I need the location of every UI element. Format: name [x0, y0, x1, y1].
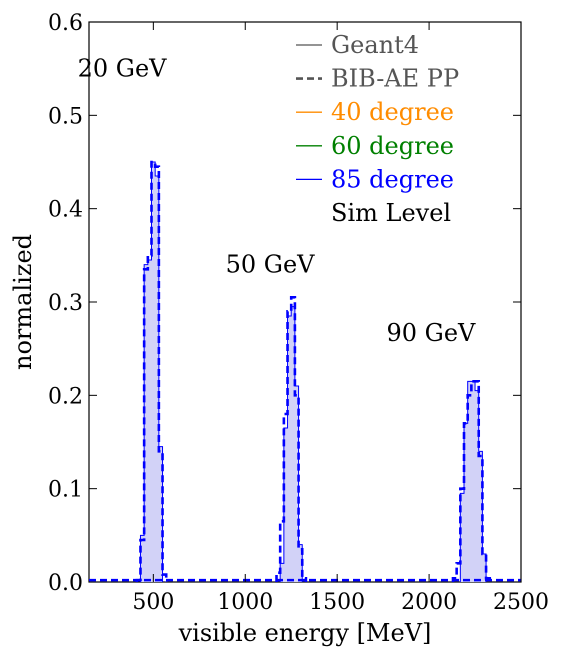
x-tick-labels: 500 1000 1500 2000 2500 [132, 590, 549, 615]
series-line-bib-ae-pp [135, 160, 492, 582]
y-tick-label: 0.3 [48, 291, 83, 316]
legend-item: 40 degree [296, 98, 454, 126]
legend-item: 85 degree [296, 165, 454, 193]
axis-ticks [89, 21, 522, 583]
energy-label: 90 GeV [386, 319, 476, 347]
x-tick-label: 1500 [309, 590, 365, 615]
legend-label: BIB-AE PP [331, 65, 459, 93]
energy-label: 50 GeV [226, 251, 316, 279]
energy-annotations: 20 GeV 50 GeV 90 GeV [78, 55, 476, 347]
legend-item: BIB-AE PP [296, 65, 459, 93]
x-tick-label: 2000 [401, 590, 457, 615]
legend-label: Geant4 [331, 31, 419, 59]
y-axis-label: normalized [9, 234, 37, 370]
legend-item: 60 degree [296, 132, 454, 160]
y-tick-label: 0.2 [48, 384, 83, 409]
x-tick-label: 1000 [217, 590, 273, 615]
x-axis-label: visible energy [MeV] [178, 619, 432, 647]
y-tick-label: 0.6 [48, 11, 83, 36]
legend-label: 85 degree [331, 165, 454, 193]
plot-area [88, 21, 522, 583]
x-tick-label: 2500 [493, 590, 549, 615]
legend-item: Sim Level [331, 199, 451, 227]
legend-item: Geant4 [296, 31, 419, 59]
legend-label: 60 degree [331, 132, 454, 160]
legend-label: 40 degree [331, 98, 454, 126]
histogram-lines [89, 160, 521, 582]
y-tick-label: 0.1 [48, 478, 83, 503]
energy-label: 20 GeV [78, 55, 168, 83]
y-tick-labels: 0.0 0.1 0.2 0.3 0.4 0.5 0.6 [48, 11, 83, 596]
y-tick-label: 0.4 [48, 198, 83, 223]
legend: Geant4 BIB-AE PP 40 degree 60 degree 85 degr… [296, 31, 459, 227]
legend-label: Sim Level [331, 199, 451, 227]
y-tick-label: 0.5 [48, 104, 83, 129]
x-tick-label: 500 [132, 590, 174, 615]
y-tick-label: 0.0 [48, 571, 83, 596]
